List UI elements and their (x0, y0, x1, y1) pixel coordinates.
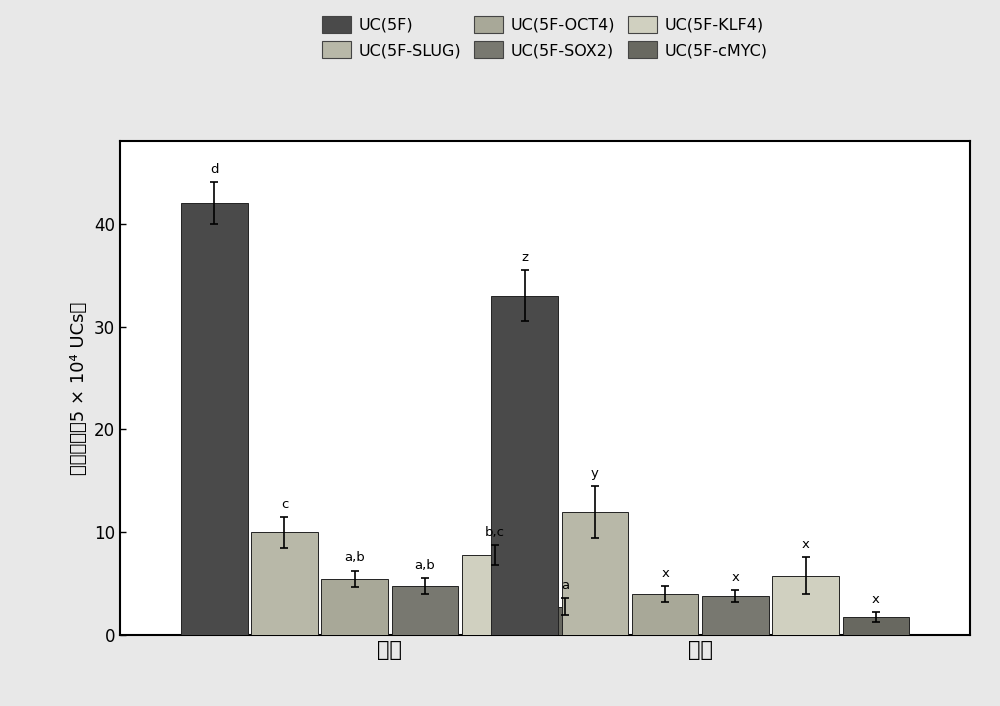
Bar (772, 575, 839, 635)
Bar (321, 579, 388, 635)
Text: a: a (561, 579, 569, 592)
Bar (181, 203, 248, 635)
Text: y: y (591, 467, 599, 480)
Legend: UC(5F), UC(5F-SLUG), UC(5F-OCT4), UC(5F-SOX2), UC(5F-KLF4), UC(5F-cMYC): UC(5F), UC(5F-SLUG), UC(5F-OCT4), UC(5F-… (317, 11, 773, 64)
Bar (842, 617, 909, 635)
Bar (632, 594, 698, 635)
Bar (491, 296, 558, 635)
Text: b,c: b,c (485, 526, 505, 539)
Bar (702, 597, 769, 635)
Text: z: z (521, 251, 528, 264)
Text: a,b: a,b (415, 558, 435, 572)
Bar (251, 532, 318, 635)
Text: x: x (661, 567, 669, 580)
Text: a,b: a,b (344, 551, 365, 564)
Text: x: x (872, 592, 880, 606)
Text: x: x (731, 571, 739, 584)
Text: x: x (802, 538, 809, 551)
Text: d: d (210, 163, 218, 176)
Bar (562, 512, 628, 635)
Y-axis label: 集落数量（5 × 10⁴ UCs）: 集落数量（5 × 10⁴ UCs） (70, 301, 88, 475)
Bar (392, 586, 458, 635)
Bar (462, 555, 528, 635)
Text: c: c (281, 498, 288, 511)
Bar (532, 606, 599, 635)
